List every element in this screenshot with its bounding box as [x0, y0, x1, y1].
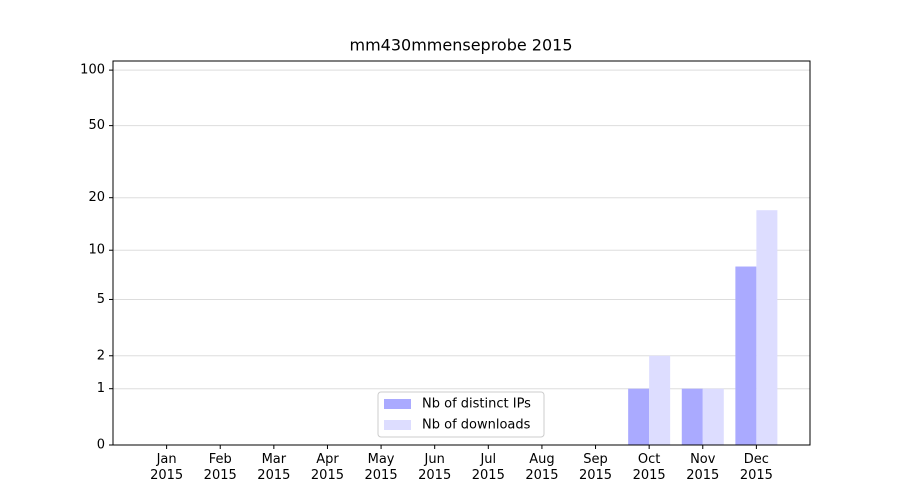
legend-label: Nb of downloads	[422, 418, 531, 433]
legend-swatch	[384, 420, 411, 430]
y-tick-label: 10	[88, 243, 105, 258]
x-tick-label: Nov 2015	[686, 452, 720, 483]
y-tick-label: 50	[88, 118, 105, 133]
x-tick-label: Aug 2015	[525, 452, 559, 483]
legend-box	[377, 391, 545, 438]
chart-title: mm430mmenseprobe 2015	[349, 36, 572, 55]
y-tick-label: 100	[80, 63, 105, 78]
x-tick-label: Jun 2015	[418, 452, 452, 483]
legend-swatch	[384, 399, 411, 409]
x-tick-label: Apr 2015	[310, 452, 344, 483]
y-tick-label: 2	[97, 348, 105, 363]
x-tick-label: Feb 2015	[203, 452, 237, 483]
bar	[756, 210, 778, 445]
legend-label: Nb of distinct IPs	[422, 397, 531, 412]
bar	[735, 266, 757, 445]
y-tick-label: 1	[97, 381, 105, 396]
x-tick-label: Jul 2015	[471, 452, 505, 483]
y-tick-label: 20	[88, 190, 105, 205]
y-tick-label: 0	[97, 438, 105, 453]
bar	[649, 355, 671, 445]
bar	[628, 388, 650, 445]
bar	[681, 388, 703, 445]
x-tick-label: Mar 2015	[257, 452, 291, 483]
x-tick-label: Jan 2015	[150, 452, 184, 483]
plot-frame	[112, 60, 811, 446]
x-tick-label: Dec 2015	[739, 452, 773, 483]
y-tick-label: 5	[97, 292, 105, 307]
x-tick-label: Oct 2015	[632, 452, 666, 483]
x-tick-label: Sep 2015	[578, 452, 613, 483]
bar	[702, 388, 724, 445]
x-tick-label: May 2015	[364, 452, 398, 483]
